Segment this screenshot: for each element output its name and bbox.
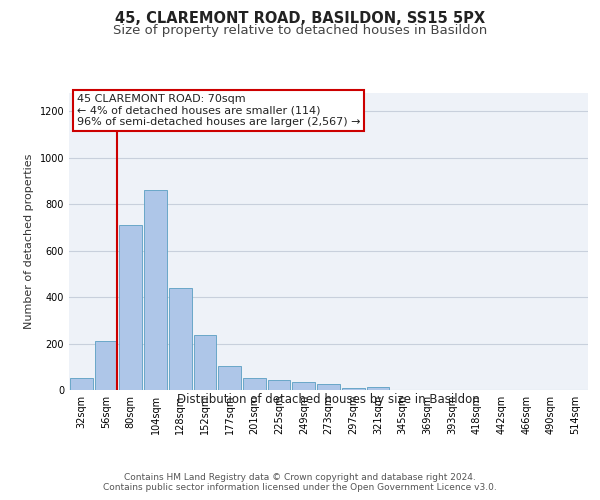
Bar (169, 288, 191, 390)
Bar (144, 190, 167, 390)
Bar (292, 382, 315, 390)
Bar (317, 384, 340, 390)
Text: Contains HM Land Registry data © Crown copyright and database right 2024.
Contai: Contains HM Land Registry data © Crown c… (103, 472, 497, 492)
Bar (194, 336, 216, 390)
Bar (218, 366, 241, 390)
Text: Distribution of detached houses by size in Basildon: Distribution of detached houses by size … (178, 392, 480, 406)
Bar (342, 388, 365, 390)
Bar (268, 380, 290, 390)
Bar (70, 378, 93, 390)
Bar (95, 341, 118, 390)
Bar (367, 386, 389, 390)
Y-axis label: Number of detached properties: Number of detached properties (24, 154, 34, 329)
Bar (243, 378, 266, 390)
Text: 45, CLAREMONT ROAD, BASILDON, SS15 5PX: 45, CLAREMONT ROAD, BASILDON, SS15 5PX (115, 11, 485, 26)
Text: 45 CLAREMONT ROAD: 70sqm
← 4% of detached houses are smaller (114)
96% of semi-d: 45 CLAREMONT ROAD: 70sqm ← 4% of detache… (77, 94, 360, 127)
Bar (119, 225, 142, 390)
Text: Size of property relative to detached houses in Basildon: Size of property relative to detached ho… (113, 24, 487, 37)
